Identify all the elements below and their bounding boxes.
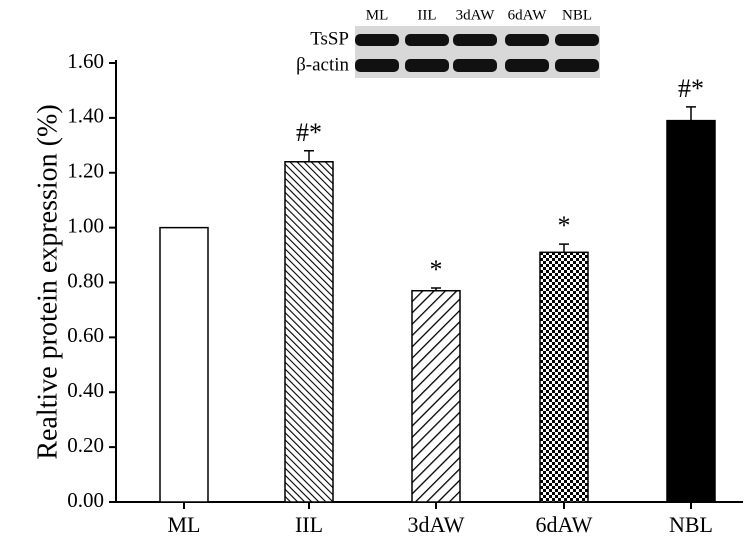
x-tick-label: IIL	[295, 512, 323, 537]
y-tick-label: 0.40	[67, 378, 104, 402]
blot-band	[505, 34, 549, 46]
x-tick-label: 3dAW	[408, 512, 465, 537]
x-tick-label: NBL	[669, 512, 713, 537]
bar	[540, 252, 588, 502]
significance-mark: #*	[678, 74, 704, 103]
bar	[285, 162, 333, 502]
blot-row-label: β-actin	[296, 54, 349, 75]
y-tick-label: 0.80	[67, 268, 104, 292]
lane-label: 6dAW	[508, 7, 548, 23]
blot-band	[355, 59, 399, 72]
blot-band	[555, 34, 599, 46]
error-bar	[686, 107, 696, 121]
y-tick-label: 0.20	[67, 433, 104, 457]
y-tick-label: 1.60	[67, 49, 104, 73]
blot-band	[453, 34, 497, 46]
blot-band	[405, 34, 449, 46]
y-tick-label: 1.00	[67, 213, 104, 237]
significance-mark: *	[558, 211, 571, 240]
error-bar	[304, 151, 314, 162]
blot-band	[453, 59, 497, 72]
error-bar	[559, 244, 569, 252]
significance-mark: *	[430, 255, 443, 284]
blot-band	[555, 59, 599, 72]
lane-label: ML	[366, 7, 389, 23]
significance-mark: #*	[296, 118, 322, 147]
bar	[160, 228, 208, 502]
lane-label: IIL	[417, 7, 436, 23]
blot-band	[355, 34, 399, 46]
x-tick-label: ML	[168, 512, 201, 537]
y-tick-label: 1.20	[67, 159, 104, 183]
blot-row-label: TsSP	[310, 28, 349, 49]
y-tick-label: 0.00	[67, 488, 104, 512]
blot-inset: ML IIL 3dAW 6dAW NBL TsSP β-actin	[296, 7, 600, 78]
y-tick-label: 0.60	[67, 323, 104, 347]
bar	[412, 291, 460, 502]
blot-band	[505, 59, 549, 72]
x-tick-label: 6dAW	[536, 512, 593, 537]
y-axis-label: Realtive protein expression (%)	[32, 104, 63, 459]
y-tick-label: 1.40	[67, 104, 104, 128]
blot-band	[405, 59, 449, 72]
lane-label: NBL	[562, 7, 592, 23]
chart: ML IIL 3dAW 6dAW NBL TsSP β-actin Realtive pro…	[0, 0, 745, 546]
bar	[667, 121, 715, 502]
lane-label: 3dAW	[456, 7, 496, 23]
